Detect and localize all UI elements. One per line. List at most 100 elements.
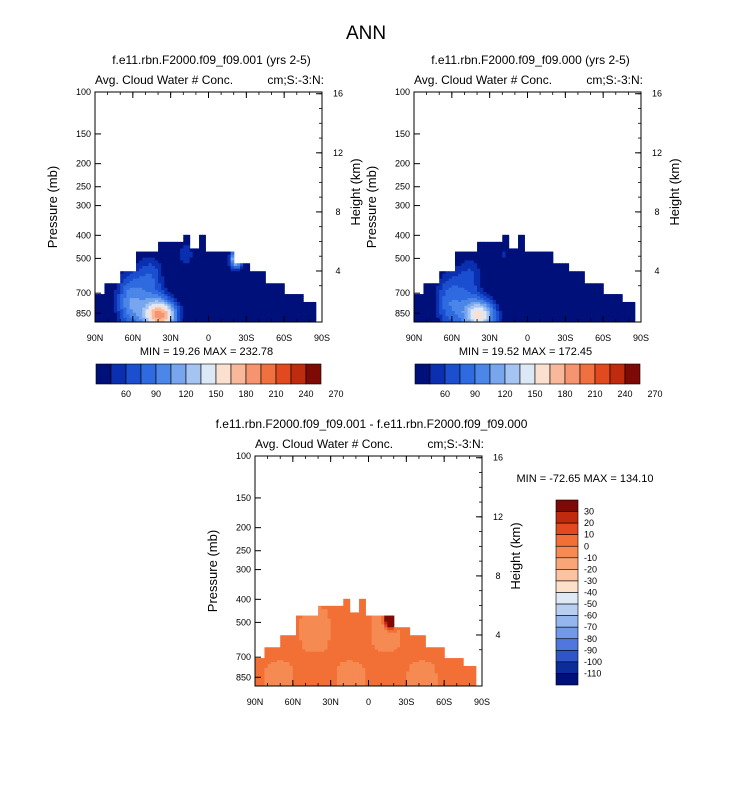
heatmap-cell bbox=[258, 675, 262, 678]
heatmap-cell bbox=[154, 292, 159, 295]
heatmap-cell bbox=[609, 294, 614, 297]
heatmap-cell bbox=[227, 263, 232, 267]
heatmap-cell bbox=[327, 667, 332, 671]
heatmap-cell bbox=[290, 307, 295, 310]
heatmap-cell bbox=[489, 273, 494, 277]
heatmap-cell bbox=[170, 312, 175, 316]
heatmap-cell bbox=[324, 676, 329, 680]
heatmap-cell bbox=[533, 283, 538, 287]
heatmap-cell bbox=[390, 637, 395, 641]
heatmap-cell bbox=[436, 298, 440, 301]
heatmap-cell bbox=[271, 300, 276, 303]
heatmap-cell bbox=[571, 312, 576, 316]
heatmap-cell bbox=[559, 283, 563, 287]
heatmap-cell bbox=[267, 676, 272, 680]
heatmap-cell bbox=[387, 675, 392, 678]
heatmap-cell bbox=[243, 309, 247, 312]
heatmap-cell bbox=[518, 287, 522, 291]
heatmap-cell bbox=[258, 305, 263, 309]
heatmap-cell bbox=[387, 632, 392, 636]
heatmap-cell bbox=[333, 653, 338, 657]
heatmap-cell bbox=[454, 300, 459, 303]
heatmap-cell bbox=[527, 309, 532, 312]
heatmap-cell bbox=[530, 273, 535, 277]
heatmap-cell bbox=[387, 669, 392, 673]
heatmap-cell bbox=[393, 637, 398, 641]
heatmap-cell bbox=[439, 316, 443, 319]
heatmap-cell bbox=[609, 307, 614, 310]
heatmap-cell bbox=[202, 265, 206, 270]
heatmap-cell bbox=[180, 287, 184, 291]
heatmap-cell bbox=[467, 265, 472, 270]
heatmap-cell bbox=[158, 271, 162, 275]
heatmap-cell bbox=[261, 669, 266, 673]
heatmap-cell bbox=[502, 273, 507, 277]
heatmap-cell bbox=[577, 305, 582, 309]
heatmap-cell bbox=[574, 307, 579, 310]
heatmap-cell bbox=[371, 640, 376, 644]
heatmap-cell bbox=[349, 676, 354, 680]
heatmap-cell bbox=[521, 268, 525, 272]
heatmap-cell bbox=[170, 287, 175, 291]
heatmap-cell bbox=[296, 309, 301, 312]
heatmap-cell bbox=[480, 285, 484, 289]
heatmap-cell bbox=[202, 316, 206, 319]
heatmap-cell bbox=[249, 296, 254, 299]
heatmap-cell bbox=[600, 294, 604, 297]
heatmap-cell bbox=[164, 265, 169, 270]
heatmap-cell bbox=[107, 314, 112, 317]
heatmap-cell bbox=[530, 271, 535, 275]
heatmap-cell bbox=[243, 312, 247, 316]
heatmap-cell bbox=[289, 678, 294, 681]
heatmap-cell bbox=[286, 671, 291, 674]
heatmap-cell bbox=[270, 673, 275, 676]
heatmap-cell bbox=[154, 311, 159, 314]
heatmap-cell bbox=[590, 317, 595, 320]
heatmap-cell bbox=[502, 298, 507, 301]
heatmap-cell bbox=[164, 287, 169, 291]
heatmap-cell bbox=[527, 312, 532, 316]
heatmap-cell bbox=[258, 276, 263, 280]
heatmap-cell bbox=[221, 301, 225, 305]
heatmap-cell bbox=[246, 278, 251, 282]
heatmap-cell bbox=[271, 289, 276, 293]
heatmap-cell bbox=[274, 316, 279, 319]
heatmap-cell bbox=[483, 300, 488, 303]
heatmap-cell bbox=[505, 292, 510, 295]
heatmap-cell bbox=[299, 680, 303, 683]
heatmap-cell bbox=[568, 312, 573, 316]
heatmap-cell bbox=[167, 251, 172, 256]
heatmap-cell bbox=[511, 265, 516, 270]
heatmap-cell bbox=[167, 314, 172, 317]
heatmap-cell bbox=[321, 680, 325, 683]
heatmap-cell bbox=[236, 271, 241, 275]
heatmap-cell bbox=[132, 278, 137, 282]
heatmap-cell bbox=[483, 292, 488, 295]
heatmap-cell bbox=[387, 621, 392, 626]
heatmap-cell bbox=[499, 254, 503, 259]
heatmap-cell bbox=[483, 311, 488, 314]
heatmap-cell bbox=[524, 285, 529, 289]
heatmap-cell bbox=[524, 305, 529, 309]
heatmap-cell bbox=[283, 683, 288, 686]
heatmap-cell bbox=[258, 283, 263, 287]
heatmap-cell bbox=[261, 683, 266, 686]
heatmap-cell bbox=[258, 271, 263, 275]
heatmap-cell bbox=[95, 312, 99, 316]
heatmap-cell bbox=[381, 653, 385, 657]
heatmap-cell bbox=[205, 312, 210, 316]
heatmap-cell bbox=[224, 287, 229, 291]
heatmap-cell bbox=[189, 298, 194, 301]
heatmap-cell bbox=[442, 301, 447, 305]
heatmap-cell bbox=[318, 678, 322, 681]
heatmap-cell bbox=[511, 251, 516, 256]
heatmap-cell bbox=[104, 314, 109, 317]
heatmap-cell bbox=[429, 294, 434, 297]
heatmap-cell bbox=[299, 305, 304, 309]
heatmap-cell bbox=[236, 292, 241, 295]
heatmap-cell bbox=[145, 276, 150, 280]
heatmap-cell bbox=[246, 268, 251, 272]
heatmap-cell bbox=[527, 273, 532, 277]
heatmap-cell bbox=[224, 278, 229, 282]
heatmap-cell bbox=[346, 612, 351, 617]
